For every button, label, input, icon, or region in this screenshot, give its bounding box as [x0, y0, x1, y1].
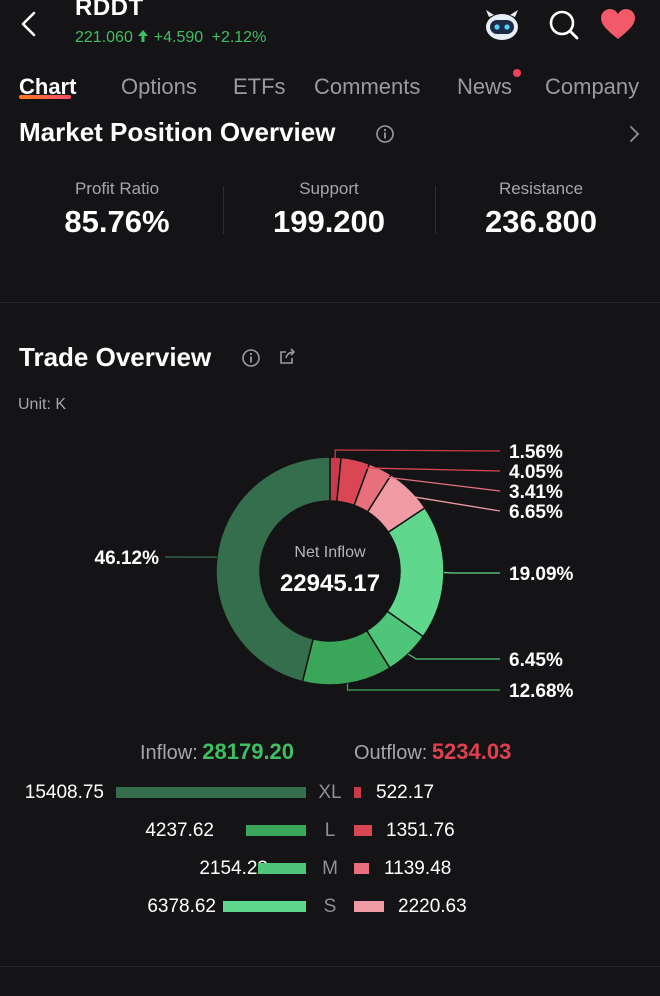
- m-category: M: [322, 858, 338, 879]
- slice-percentage-label: 46.12%: [95, 548, 160, 569]
- s-category: S: [323, 896, 337, 917]
- support-label: Support: [299, 179, 359, 198]
- support-value: 199.200: [272, 204, 386, 239]
- xl-inflow-bar: [116, 787, 306, 798]
- inflow-summary: Inflow: 28179.20: [140, 739, 294, 765]
- xl-outflow-value: 522.17: [376, 782, 435, 803]
- info-icon: [242, 349, 260, 367]
- l-inflow-value: 4237.62: [145, 820, 214, 841]
- trade-donut-chart: 1.56%4.05%3.41%6.65% 19.09% 6.45% 12.68% 46.…: [95, 442, 574, 702]
- m-outflow-value: 1139.48: [384, 858, 452, 879]
- up-arrow-icon: [138, 30, 149, 42]
- s-outflow-bar: [354, 901, 384, 912]
- search-icon: [549, 10, 579, 40]
- inflow-total: 28179.20: [202, 739, 295, 764]
- resistance-label: Resistance: [498, 179, 584, 198]
- tab-bar: Chart Options ETFs Comments News Company: [0, 70, 660, 110]
- market-position-info-button[interactable]: [375, 124, 395, 149]
- slice-percentage-label: 19.09%: [509, 564, 574, 585]
- profit-ratio-value: 85.76%: [64, 204, 170, 239]
- s-inflow-value: 6378.62: [147, 896, 216, 917]
- leader-line: [376, 475, 501, 492]
- chevron-right-icon: [630, 126, 640, 142]
- slice-percentage-label: 4.05%: [509, 462, 563, 483]
- inflow-label: Inflow:: [140, 742, 198, 764]
- back-button[interactable]: [14, 8, 46, 40]
- tab-options[interactable]: Options: [121, 74, 197, 99]
- leader-line: [353, 467, 501, 472]
- leader-line: [346, 683, 500, 691]
- robot-assistant-icon: [486, 10, 518, 40]
- xl-category: XL: [318, 782, 342, 803]
- l-category: L: [324, 820, 336, 841]
- tab-chart[interactable]: Chart: [19, 74, 77, 99]
- net-inflow-value: 22945.17: [280, 570, 380, 597]
- s-inflow-bar: [223, 901, 306, 912]
- trade-overview-share-button[interactable]: [277, 347, 297, 372]
- active-tab-indicator: [19, 95, 71, 99]
- trade-overview-title: Trade Overview: [19, 342, 212, 372]
- xl-outflow-bar: [354, 787, 362, 798]
- news-notification-dot: [513, 69, 521, 77]
- section-divider: [0, 302, 660, 303]
- heart-icon: [601, 9, 635, 39]
- market-position-more-button[interactable]: [626, 124, 642, 149]
- unit-label: Unit: K: [18, 396, 67, 413]
- resistance-value: 236.800: [484, 204, 598, 239]
- outflow-total: 5234.03: [431, 739, 512, 764]
- tab-news[interactable]: News: [457, 74, 513, 99]
- tab-company[interactable]: Company: [545, 74, 640, 99]
- slice-percentage-label: 12.68%: [509, 681, 574, 702]
- trade-overview-info-button[interactable]: [241, 348, 261, 373]
- price-change: +4.590: [153, 29, 204, 46]
- share-icon: [280, 348, 295, 364]
- leader-line: [334, 449, 501, 466]
- slice-percentage-label: 3.41%: [509, 482, 563, 503]
- tab-etfs[interactable]: ETFs: [233, 74, 286, 99]
- xl-inflow-value: 15408.75: [24, 782, 104, 803]
- outflow-summary: Outflow: 5234.03: [354, 739, 511, 765]
- leader-line: [407, 653, 500, 660]
- slice-percentage-label: 6.65%: [509, 502, 563, 523]
- s-outflow-value: 2220.63: [398, 896, 467, 917]
- back-arrow-icon: [21, 11, 36, 37]
- slice-percentage-label: 6.45%: [509, 650, 563, 671]
- profit-ratio-label: Profit Ratio: [74, 179, 160, 198]
- l-outflow-value: 1351.76: [386, 820, 455, 841]
- m-inflow-bar: [258, 863, 306, 874]
- last-price: 221.060: [75, 29, 133, 46]
- slice-percentage-label: 1.56%: [509, 442, 563, 463]
- favorite-button[interactable]: [600, 8, 636, 42]
- m-outflow-bar: [354, 863, 370, 874]
- info-icon: [376, 125, 394, 143]
- m-inflow-value: 2154.23: [199, 858, 268, 879]
- ticker-symbol: RDDT: [75, 0, 144, 21]
- stat-divider: [435, 186, 436, 234]
- donut-center-label: Net Inflow: [294, 544, 366, 561]
- price-change-pct: +2.12%: [211, 29, 267, 46]
- l-inflow-bar: [245, 825, 306, 836]
- assistant-button[interactable]: [482, 7, 522, 43]
- l-outflow-bar: [354, 825, 373, 836]
- section-divider: [0, 966, 660, 967]
- search-button[interactable]: [547, 8, 581, 42]
- stat-divider: [223, 186, 224, 234]
- outflow-label: Outflow:: [354, 742, 428, 764]
- price-quote: 221.060 +4.590 +2.12%: [75, 29, 266, 47]
- donut-slice: [215, 456, 331, 683]
- market-position-title: Market Position Overview: [19, 117, 336, 147]
- tab-comments[interactable]: Comments: [314, 74, 421, 99]
- leader-line: [404, 494, 501, 512]
